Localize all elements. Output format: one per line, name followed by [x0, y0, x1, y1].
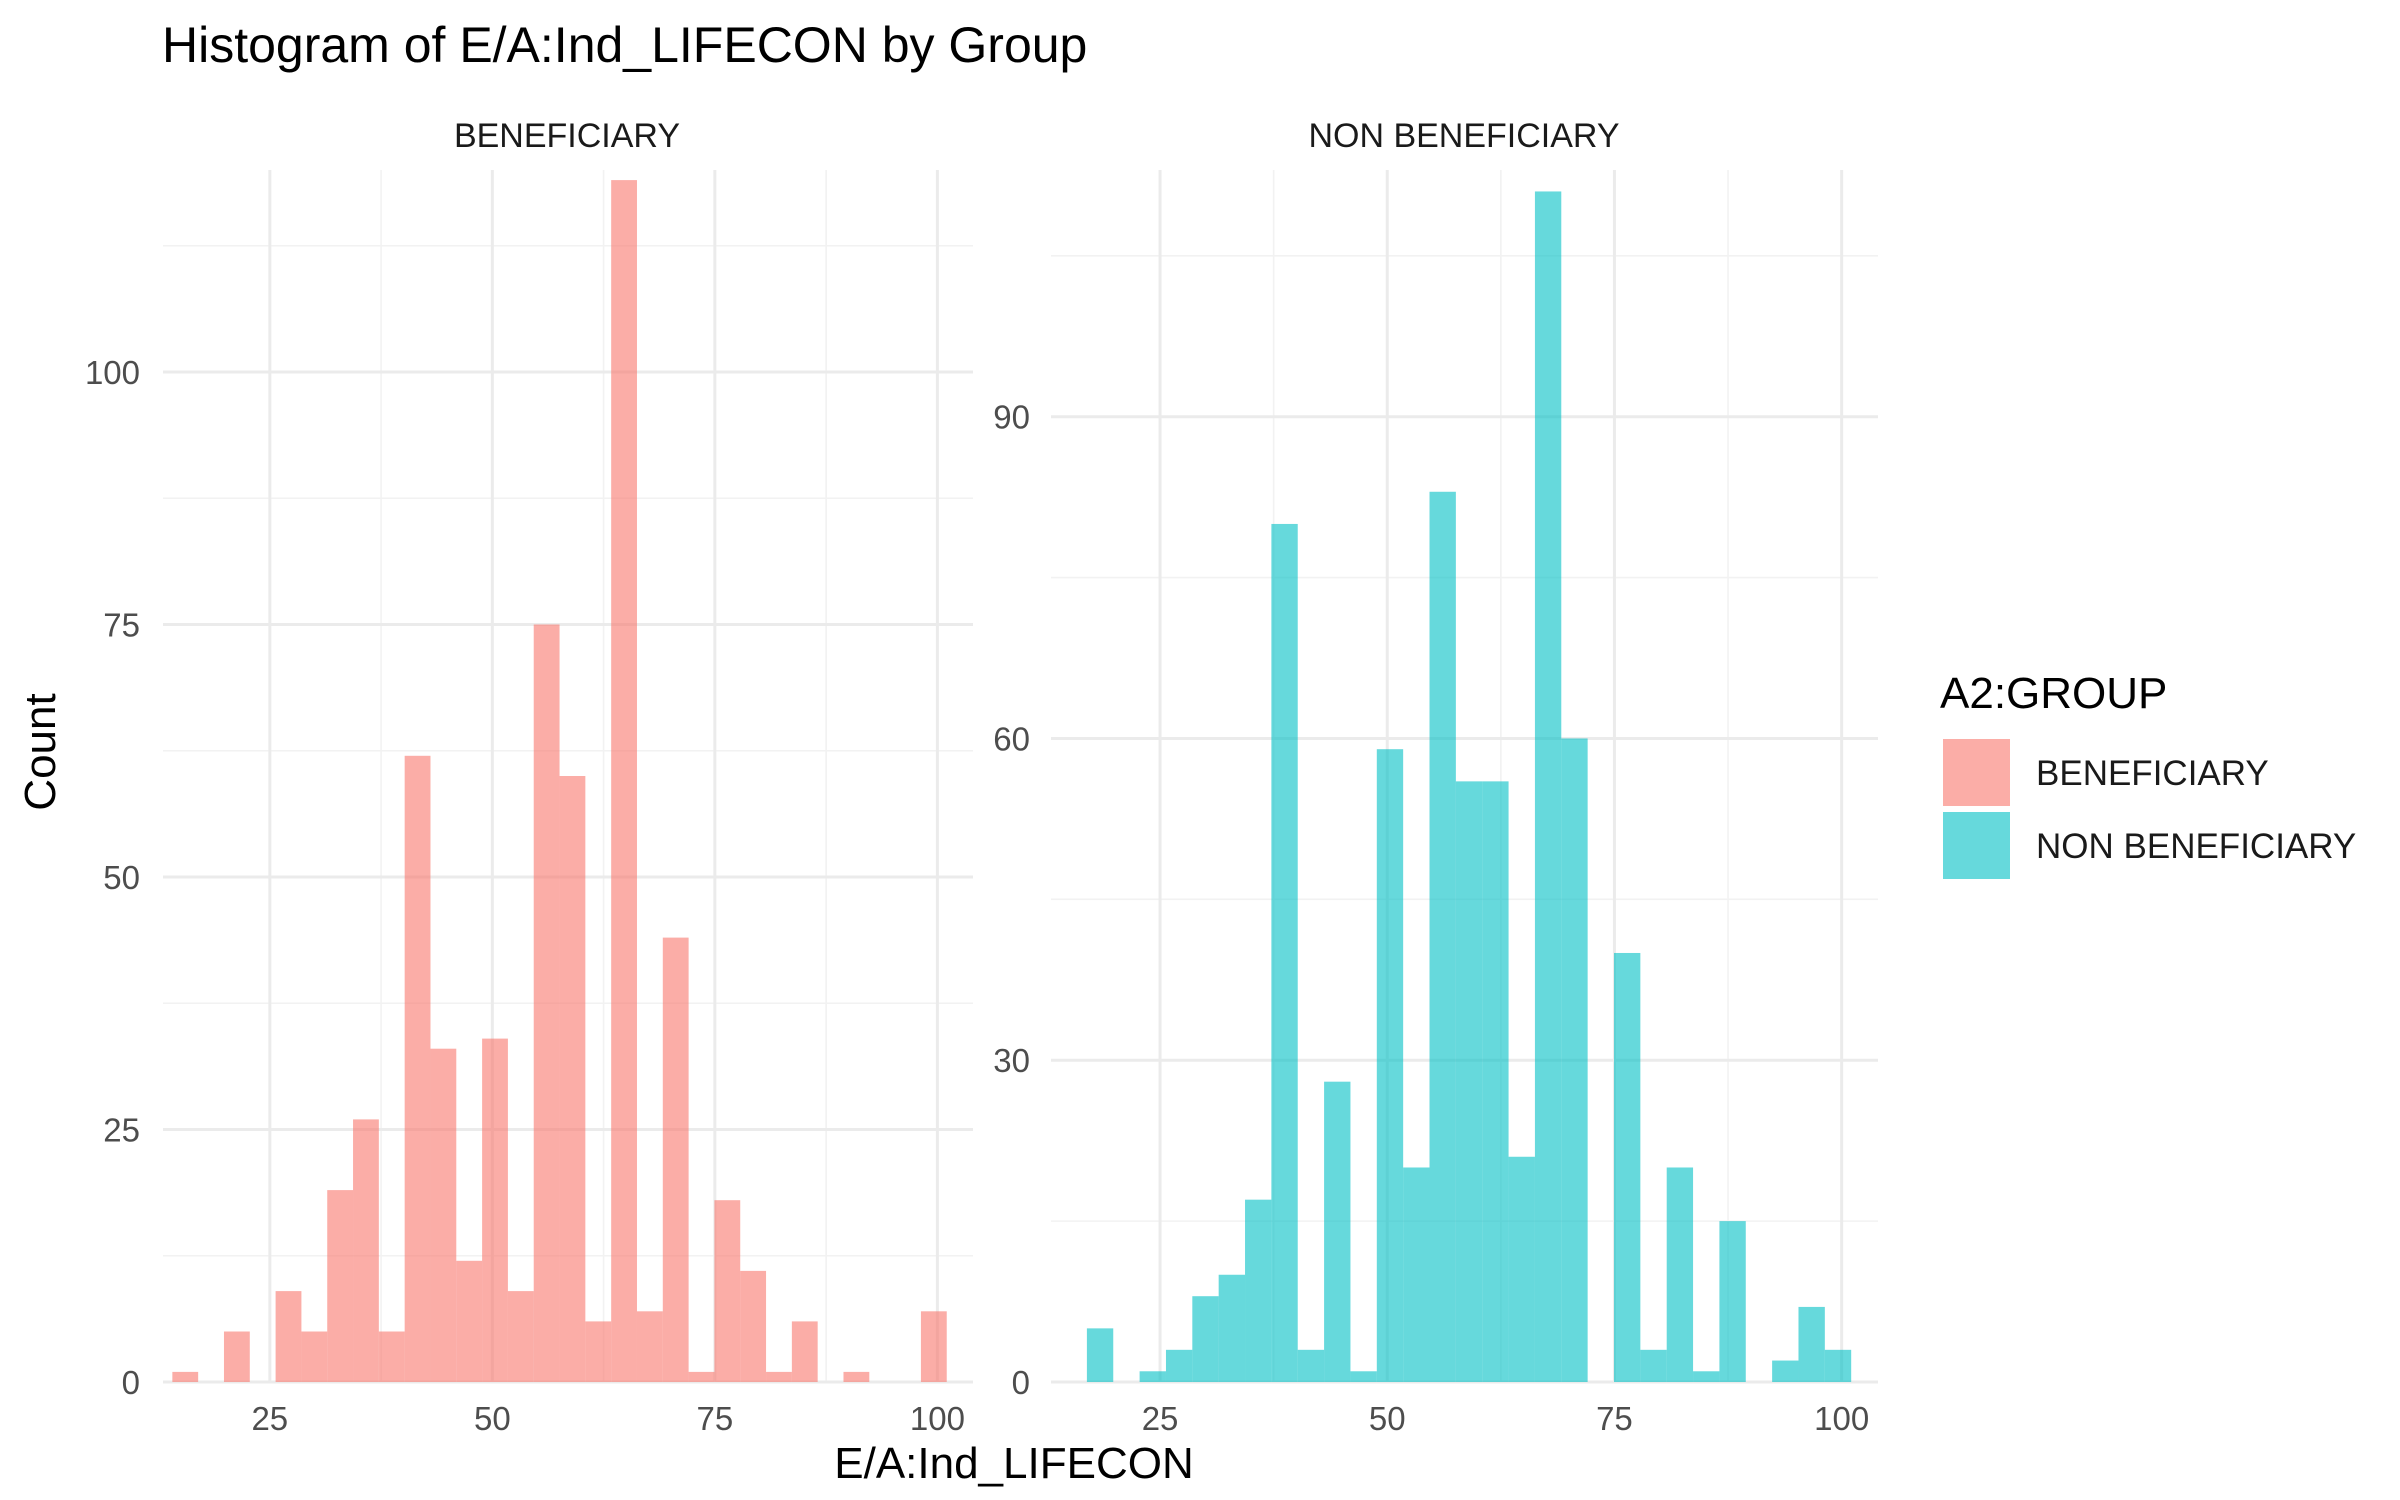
histogram-bar — [1482, 781, 1509, 1382]
histogram-bar — [301, 1331, 328, 1382]
histogram-bar — [843, 1371, 870, 1382]
bars-non-beneficiary — [1086, 191, 1852, 1383]
x-tick-label: 25 — [1142, 1400, 1179, 1437]
histogram-bar — [1772, 1360, 1799, 1382]
histogram-bar — [1798, 1306, 1825, 1382]
histogram-bar — [1666, 1167, 1694, 1382]
histogram-bar — [559, 776, 586, 1382]
histogram-bar — [1613, 952, 1641, 1382]
y-ticks-non-beneficiary: 0 30 60 90 — [993, 399, 1030, 1401]
histogram-bar — [1693, 1371, 1720, 1382]
legend-label-beneficiary: BENEFICIARY — [2036, 754, 2269, 793]
x-tick-label: 100 — [910, 1400, 965, 1437]
histogram-bar — [791, 1321, 818, 1382]
histogram-bar — [1297, 1349, 1325, 1382]
strip-label-beneficiary: BENEFICIARY — [454, 117, 680, 155]
histogram-bar — [1824, 1349, 1852, 1382]
histogram-bar — [223, 1331, 250, 1382]
y-tick-label: 100 — [85, 354, 140, 391]
x-tick-label: 75 — [1596, 1400, 1633, 1437]
histogram-bar — [1376, 749, 1404, 1382]
histogram-bar — [1192, 1296, 1219, 1382]
y-ticks-beneficiary: 0 25 50 75 100 — [85, 354, 140, 1401]
histogram-bar — [1534, 191, 1562, 1383]
histogram-bar — [430, 1048, 457, 1382]
histogram-bar — [662, 937, 689, 1382]
y-axis-title: Count — [16, 693, 65, 810]
histogram-bar — [1455, 781, 1483, 1382]
bars-beneficiary — [172, 180, 947, 1383]
legend-key-beneficiary — [1943, 739, 2010, 806]
histogram-bar — [353, 1119, 379, 1382]
y-tick-label: 30 — [993, 1042, 1030, 1079]
x-ticks-non-beneficiary: 25 50 75 100 — [1142, 1400, 1869, 1437]
histogram-bar — [1324, 1081, 1351, 1382]
legend-label-non-beneficiary: NON BENEFICIARY — [2036, 827, 2356, 866]
histogram-bar — [714, 1200, 741, 1382]
histogram-bar — [327, 1190, 354, 1382]
histogram-bar — [1086, 1328, 1114, 1382]
histogram-bar — [1508, 1156, 1535, 1382]
histogram-bar — [1403, 1167, 1430, 1382]
histogram-bar — [404, 755, 431, 1382]
x-tick-label: 75 — [697, 1400, 734, 1437]
panel-non-beneficiary: 0 30 60 90 25 50 75 100 NON BENEFICIARY — [993, 117, 1878, 1437]
histogram-bar — [275, 1291, 302, 1382]
x-tick-label: 25 — [251, 1400, 288, 1437]
histogram-bar — [1271, 523, 1298, 1382]
y-tick-label: 0 — [122, 1364, 140, 1401]
histogram-bar — [1561, 738, 1588, 1382]
legend-key-non-beneficiary — [1943, 812, 2010, 879]
histogram-bar — [688, 1371, 715, 1382]
histogram-bar — [1245, 1199, 1272, 1382]
strip-label-non-beneficiary: NON BENEFICIARY — [1308, 117, 1619, 155]
histogram-bar — [1350, 1371, 1377, 1382]
legend-title: A2:GROUP — [1940, 669, 2167, 718]
y-tick-label: 75 — [103, 607, 140, 644]
y-tick-label: 0 — [1012, 1364, 1030, 1401]
histogram-bar — [482, 1038, 508, 1382]
histogram-bar — [920, 1311, 947, 1382]
x-tick-label: 50 — [1369, 1400, 1406, 1437]
histogram-bar — [533, 624, 560, 1382]
histogram-bar — [1640, 1349, 1667, 1382]
chart-title: Histogram of E/A:Ind_LIFECON by Group — [162, 17, 1087, 73]
histogram-bar — [611, 180, 637, 1383]
x-tick-label: 100 — [1814, 1400, 1869, 1437]
histogram-bar — [1719, 1221, 1746, 1382]
histogram-bar — [740, 1270, 767, 1382]
x-axis-title: E/A:Ind_LIFECON — [834, 1439, 1193, 1488]
histogram-bar — [1218, 1274, 1246, 1382]
histogram-bar — [1165, 1349, 1193, 1382]
histogram-bar — [585, 1321, 612, 1382]
y-tick-label: 90 — [993, 399, 1030, 436]
panel-beneficiary: 0 25 50 75 100 25 50 75 100 BENEFICIARY — [85, 117, 973, 1437]
histogram-bar — [172, 1371, 199, 1382]
histogram-bar — [766, 1371, 792, 1382]
histogram-bar — [378, 1331, 405, 1382]
x-ticks-beneficiary: 25 50 75 100 — [251, 1400, 964, 1437]
y-tick-label: 25 — [103, 1112, 140, 1149]
x-tick-label: 50 — [474, 1400, 511, 1437]
histogram-bar — [1139, 1371, 1166, 1382]
histogram-bar — [507, 1291, 534, 1382]
histogram-bar — [456, 1260, 483, 1382]
legend: A2:GROUP BENEFICIARY NON BENEFICIARY — [1940, 669, 2356, 879]
y-tick-label: 50 — [103, 859, 140, 896]
y-tick-label: 60 — [993, 720, 1030, 757]
histogram-bar — [1429, 491, 1456, 1382]
histogram-bar — [636, 1311, 663, 1382]
